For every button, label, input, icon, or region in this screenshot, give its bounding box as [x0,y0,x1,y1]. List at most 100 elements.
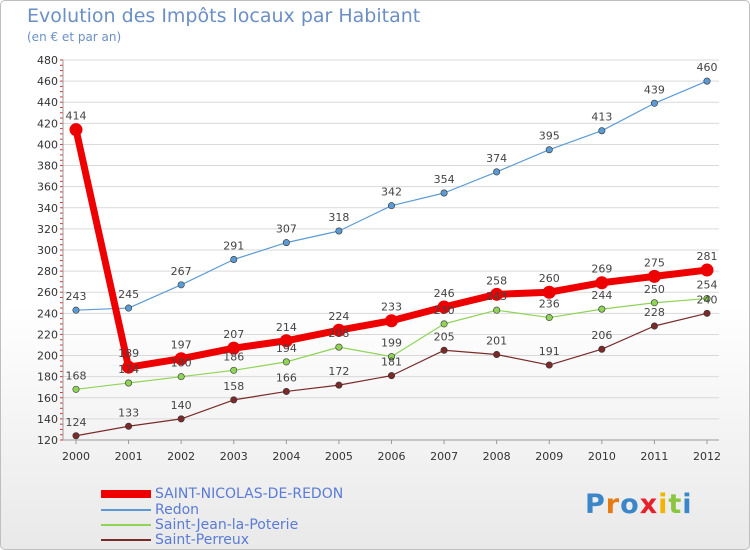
data-label-2-11: 250 [644,283,665,296]
data-point-2-5 [335,343,343,351]
data-label-2-6: 199 [381,337,402,350]
data-point-0-10 [595,276,609,290]
y-tick-label: 120 [37,434,58,447]
legend-swatch [101,539,151,541]
data-label-0-3: 207 [223,328,244,341]
data-label-3-7: 205 [434,330,455,343]
data-point-1-6 [387,202,395,210]
data-point-0-6 [385,314,398,328]
proxiti-logo: Proxiti [585,489,693,520]
data-label-3-3: 158 [223,380,244,393]
data-label-0-6: 233 [381,301,402,314]
data-label-2-1: 174 [118,363,139,376]
data-label-1-0: 243 [66,290,87,303]
x-tick-label: 2007 [430,450,458,463]
data-label-0-2: 197 [171,339,192,352]
x-tick-label: 2006 [378,450,406,463]
data-label-0-12: 281 [697,250,718,263]
grid [63,59,719,441]
data-label-2-5: 208 [328,327,349,340]
x-tick-label: 2012 [693,450,721,463]
x-tick-label: 2005 [325,450,353,463]
data-label-1-2: 267 [171,265,192,278]
data-point-1-1 [125,304,133,312]
data-label-0-9: 260 [539,272,560,285]
y-tick-label: 480 [37,54,58,67]
x-tick-label: 2011 [640,450,668,463]
data-label-1-11: 439 [644,83,665,96]
logo-letter: r [605,489,621,520]
data-point-2-0 [72,385,80,393]
data-label-3-12: 240 [697,293,718,306]
data-point-2-3 [230,366,238,374]
data-point-1-5 [335,227,343,235]
data-label-0-8: 258 [486,274,507,287]
data-point-0-1 [122,360,136,374]
data-point-1-0 [72,306,80,314]
data-label-0-0: 414 [66,110,87,123]
data-label-1-7: 354 [434,173,455,186]
data-point-1-9 [545,146,553,154]
y-tick-label: 440 [37,96,58,109]
y-tick-label: 460 [37,75,58,88]
y-tick-label: 400 [37,138,58,151]
data-point-1-4 [282,239,290,247]
data-point-2-12 [703,295,711,303]
data-point-0-7 [437,300,451,314]
y-tick-label: 300 [37,244,58,257]
data-point-0-5 [332,323,346,337]
y-tick-label: 340 [37,202,58,215]
data-point-2-4 [282,358,290,366]
legend-swatch [101,509,151,511]
x-tick-label: 2003 [220,450,248,463]
data-point-0-9 [542,285,556,299]
data-point-0-11 [647,269,661,283]
data-point-3-2 [177,415,185,423]
chart-subtitle: (en € et par an) [27,30,122,44]
series [69,77,714,440]
data-label-2-2: 180 [171,357,192,370]
data-label-0-5: 224 [328,310,349,323]
data-label-2-4: 194 [276,342,297,355]
data-point-0-12 [700,263,714,277]
y-tick-label: 280 [37,265,58,278]
data-point-3-10 [598,345,606,353]
logo-letter: t [668,489,683,520]
y-tick-label: 220 [37,328,58,341]
x-tick-label: 2000 [62,450,90,463]
data-label-1-4: 307 [276,223,297,236]
y-tick-label: 180 [37,371,58,384]
data-label-3-6: 181 [381,356,402,369]
data-label-3-2: 140 [171,399,192,412]
data-label-3-0: 124 [66,416,87,429]
data-point-3-1 [125,422,133,430]
data-label-1-9: 395 [539,130,560,143]
data-point-1-2 [177,281,185,289]
data-label-1-8: 374 [486,152,507,165]
data-point-3-9 [545,361,553,369]
data-label-1-10: 413 [591,111,612,124]
legend-label: Saint-Perreux [155,532,250,548]
axes: 120 140 160 180 200 220 240 260 280 300 320 340 360 3… [37,54,721,463]
data-point-3-11 [650,322,658,330]
x-tick-label: 2001 [115,450,143,463]
y-tick-label: 260 [37,286,58,299]
data-label-2-3: 186 [223,350,244,363]
x-tick-label: 2004 [272,450,300,463]
data-label-0-1: 189 [118,347,139,360]
data-point-3-6 [387,372,395,380]
data-point-2-11 [650,299,658,307]
data-label-2-12: 254 [697,279,718,292]
data-point-0-3 [227,341,241,355]
y-tick-label: 160 [37,392,58,405]
y-tick-label: 360 [37,181,58,194]
data-label-1-5: 318 [328,211,349,224]
data-labels: 243 245 267 291 307 318 342 354 374 395 413 439 460 4… [66,61,718,429]
logo-letter: o [620,489,640,520]
x-tick-label: 2009 [535,450,563,463]
logo-letter: i [658,489,669,520]
x-tick-label: 2002 [167,450,195,463]
data-point-3-5 [335,381,343,389]
data-point-1-3 [230,256,238,264]
